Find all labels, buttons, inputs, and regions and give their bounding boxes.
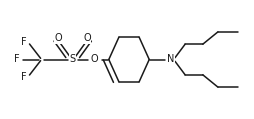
Text: O: O [91, 55, 99, 64]
Text: O: O [83, 33, 91, 43]
Text: S: S [70, 55, 76, 64]
Text: F: F [14, 55, 19, 64]
Text: N: N [167, 55, 174, 64]
Text: F: F [21, 72, 27, 82]
Text: F: F [21, 37, 27, 47]
Text: O: O [54, 33, 62, 43]
